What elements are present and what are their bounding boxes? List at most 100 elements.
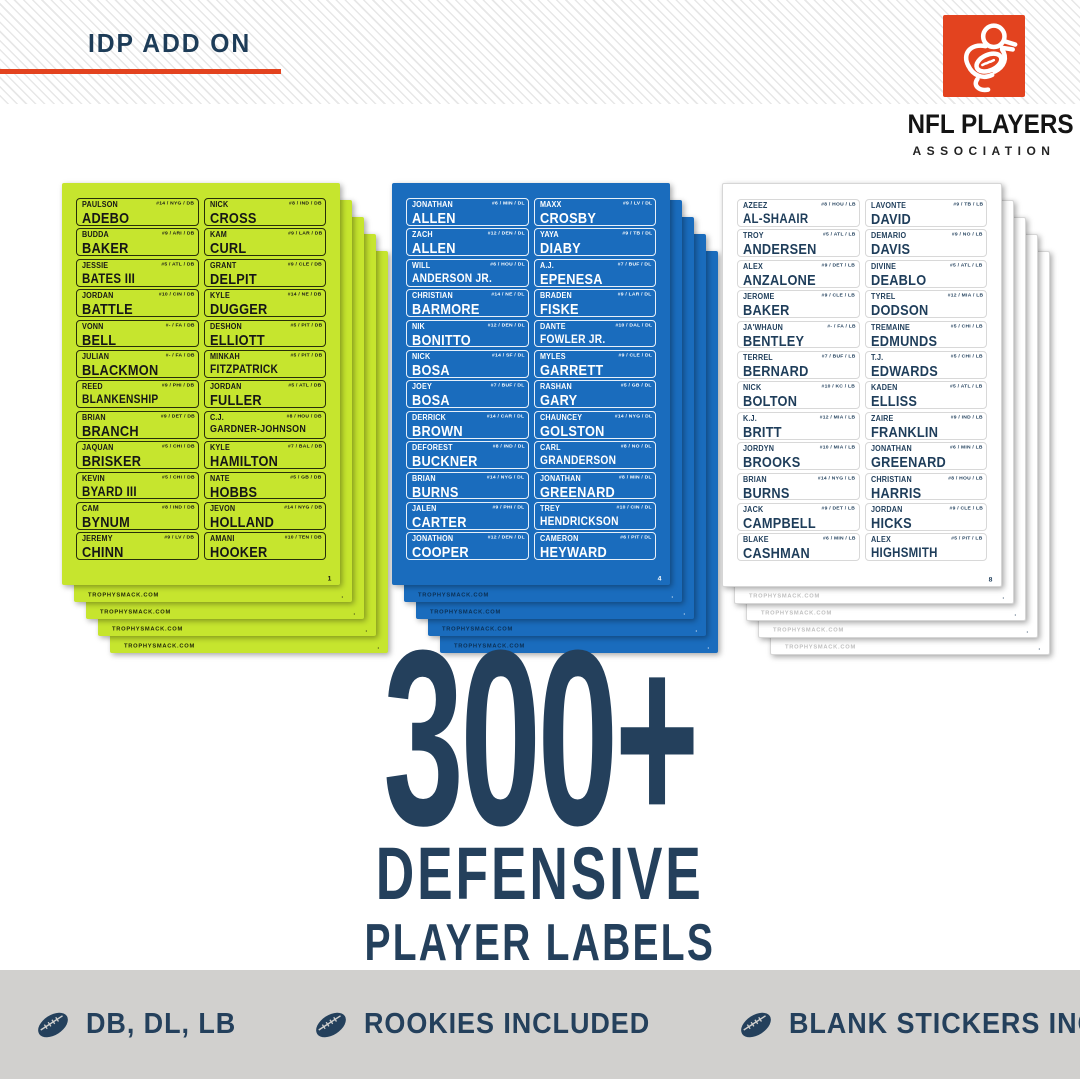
player-last-name: DODSON [870,302,928,318]
player-label: JA'WHAUN #- / FA / LB BENTLEY [737,320,860,349]
player-first-name: JESSIE [82,260,109,270]
player-last-name: DAVIS [870,241,910,258]
player-last-name: BAKER [82,240,129,257]
player-first-name: K.J. [743,413,757,423]
player-meta: #10 / CIN / DL [616,504,652,510]
page-number: . [353,608,355,616]
player-first-name: YAYA [539,230,559,240]
player-last-name: CAMPBELL [743,514,816,531]
player-first-name: DEMARIO [870,231,906,241]
player-label: NATE #5 / GB / DB HOBBS [203,471,326,500]
player-last-name: FULLER [209,392,262,409]
player-meta: #6 / HOU / DL [489,261,525,267]
player-last-name: ANDERSON JR. [412,270,493,285]
page-number: . [671,591,673,599]
page-title: IDP ADD ON [88,28,252,58]
player-first-name: BRIAN [743,474,767,484]
player-meta: #14 / NYG / LB [818,474,856,481]
player-first-name: CHRISTIAN [412,291,453,301]
player-first-name: REED [82,382,103,392]
player-last-name: BOSA [412,361,450,378]
player-first-name: JONATHON [412,534,454,544]
player-meta: #9 / DET / LB [821,505,856,511]
player-last-name: BURNS [743,484,790,501]
player-meta: #9 / DET / DB [160,413,195,419]
player-first-name: JEVON [209,503,235,513]
player-last-name: EPENESA [539,270,603,287]
player-meta: #7 / BUF / DL [490,382,525,389]
player-label: JEREMY #9 / LV / DB CHINN [76,532,199,561]
player-meta: #6 / MIN / LB [950,444,983,451]
player-first-name: JEROME [743,292,775,302]
player-meta: #10 / TEN / DB [284,534,322,541]
player-last-name: BUCKNER [412,453,478,469]
label-grid: AZEEZ #8 / HOU / LB AL-SHAAIR TROY #5 / ATL … [737,199,987,562]
player-label: CHAUNCEY #14 / NYG / DL GOLSTON [533,410,656,439]
player-last-name: HICKS [870,514,912,531]
player-first-name: CHAUNCEY [539,412,582,422]
player-first-name: BRIAN [412,473,436,483]
player-label: KEVIN #5 / CHI / DB BYARD III [76,471,199,500]
player-first-name: VONN [82,321,104,331]
player-first-name: BLAKE [743,535,769,545]
player-label: DERRICK #14 / CAR / DL BROWN [406,410,529,439]
player-meta: #5 / ATL / LB [822,231,856,238]
player-label: PAULSON #14 / NYG / DB ADEBO [76,198,199,226]
watermark-text: TROPHYSMACK.COM [124,642,195,649]
page-number: . [365,625,367,633]
player-label: YAYA #9 / TB / DL DIABY [533,228,656,257]
player-last-name: EDMUNDS [870,332,937,349]
player-first-name: JORDYN [743,444,775,454]
player-meta: #10 / DAL / DL [615,321,652,328]
player-label: JULIAN #- / FA / DB BLACKMON [76,349,199,378]
watermark-text: TROPHYSMACK.COM [112,625,183,632]
player-first-name: PAULSON [82,200,118,209]
player-label: GRANT #9 / CLE / DB DELPIT [203,258,326,287]
player-label: JALEN #9 / PHI / DL CARTER [406,501,529,530]
player-meta: #7 / BAL / DB [287,443,322,450]
player-first-name: T.J. [870,352,883,362]
player-meta: #12 / DEN / DL [487,321,525,328]
player-last-name: GRANDERSON [539,453,616,468]
player-last-name: COOPER [412,544,469,561]
player-first-name: TREY [539,503,560,513]
player-label: BRIAN #9 / DET / DB BRANCH [76,410,199,439]
player-first-name: KEVIN [82,473,105,483]
player-meta: #9 / CLE / LB [949,505,983,511]
player-last-name: CROSBY [539,210,596,226]
player-meta: #5 / PIT / DB [290,352,322,358]
player-last-name: GARRETT [539,361,603,378]
player-label: NICK #10 / KC / LB BOLTON [737,381,860,410]
player-last-name: GOLSTON [539,422,605,439]
nflpa-logo: NFL PLAYERS ASSOCIATION [899,15,1074,158]
player-first-name: JONATHAN [870,444,912,454]
player-first-name: KYLE [209,291,230,301]
watermark-text: TROPHYSMACK.COM [785,643,856,650]
player-meta: #8 / HOU / LB [820,201,856,207]
player-meta: #9 / IND / LB [950,414,983,420]
player-first-name: KAM [209,230,227,240]
player-first-name: MINKAH [209,351,240,361]
player-label: TREY #10 / CIN / DL HENDRICKSON [533,501,656,530]
watermark-text: TROPHYSMACK.COM [442,625,513,632]
player-meta: #8 / HOU / LB [948,474,983,481]
player-label: CHRISTIAN #8 / HOU / LB HARRIS [864,472,987,501]
player-last-name: AL-SHAAIR [743,211,809,226]
player-meta: #5 / CHI / DB [161,443,195,450]
player-meta: #5 / GB / DL [621,382,652,389]
player-first-name: WILL [412,260,431,270]
player-first-name: DANTE [539,321,566,331]
player-last-name: GREENARD [539,483,615,500]
sticker-sheet-dl: JONATHAN #6 / MIN / DL ALLEN ZACH #12 / DEN … [392,183,670,585]
player-meta: #5 / ATL / LB [950,262,983,268]
player-label: JONATHAN #6 / MIN / LB GREENARD [864,442,987,470]
player-meta: #9 / CLE / DB [287,261,322,267]
player-meta: #12 / MIA / LB [947,292,983,299]
player-first-name: MAXX [539,200,562,209]
player-meta: #10 / CIN / DB [158,291,195,298]
accent-underline [0,69,281,74]
feature-label: ROOKIES INCLUDED [364,1008,651,1040]
player-label: AMANI #10 / TEN / DB HOOKER [203,532,326,561]
player-first-name: JORDAN [82,291,114,301]
player-last-name: BROOKS [743,454,801,470]
